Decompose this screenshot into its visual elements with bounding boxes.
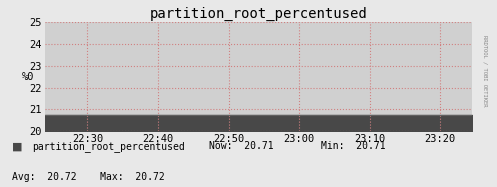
Title: partition_root_percentused: partition_root_percentused	[150, 7, 367, 22]
Text: Avg:  20.72    Max:  20.72: Avg: 20.72 Max: 20.72	[12, 172, 165, 182]
Text: RRDTOOL / TOBI OETIKER: RRDTOOL / TOBI OETIKER	[482, 35, 487, 107]
Text: Min:  20.71: Min: 20.71	[321, 141, 385, 151]
Text: ■: ■	[12, 141, 23, 151]
Text: partition_root_percentused: partition_root_percentused	[32, 141, 185, 152]
Y-axis label: %0: %0	[22, 72, 34, 82]
Text: Now:  20.71: Now: 20.71	[209, 141, 273, 151]
